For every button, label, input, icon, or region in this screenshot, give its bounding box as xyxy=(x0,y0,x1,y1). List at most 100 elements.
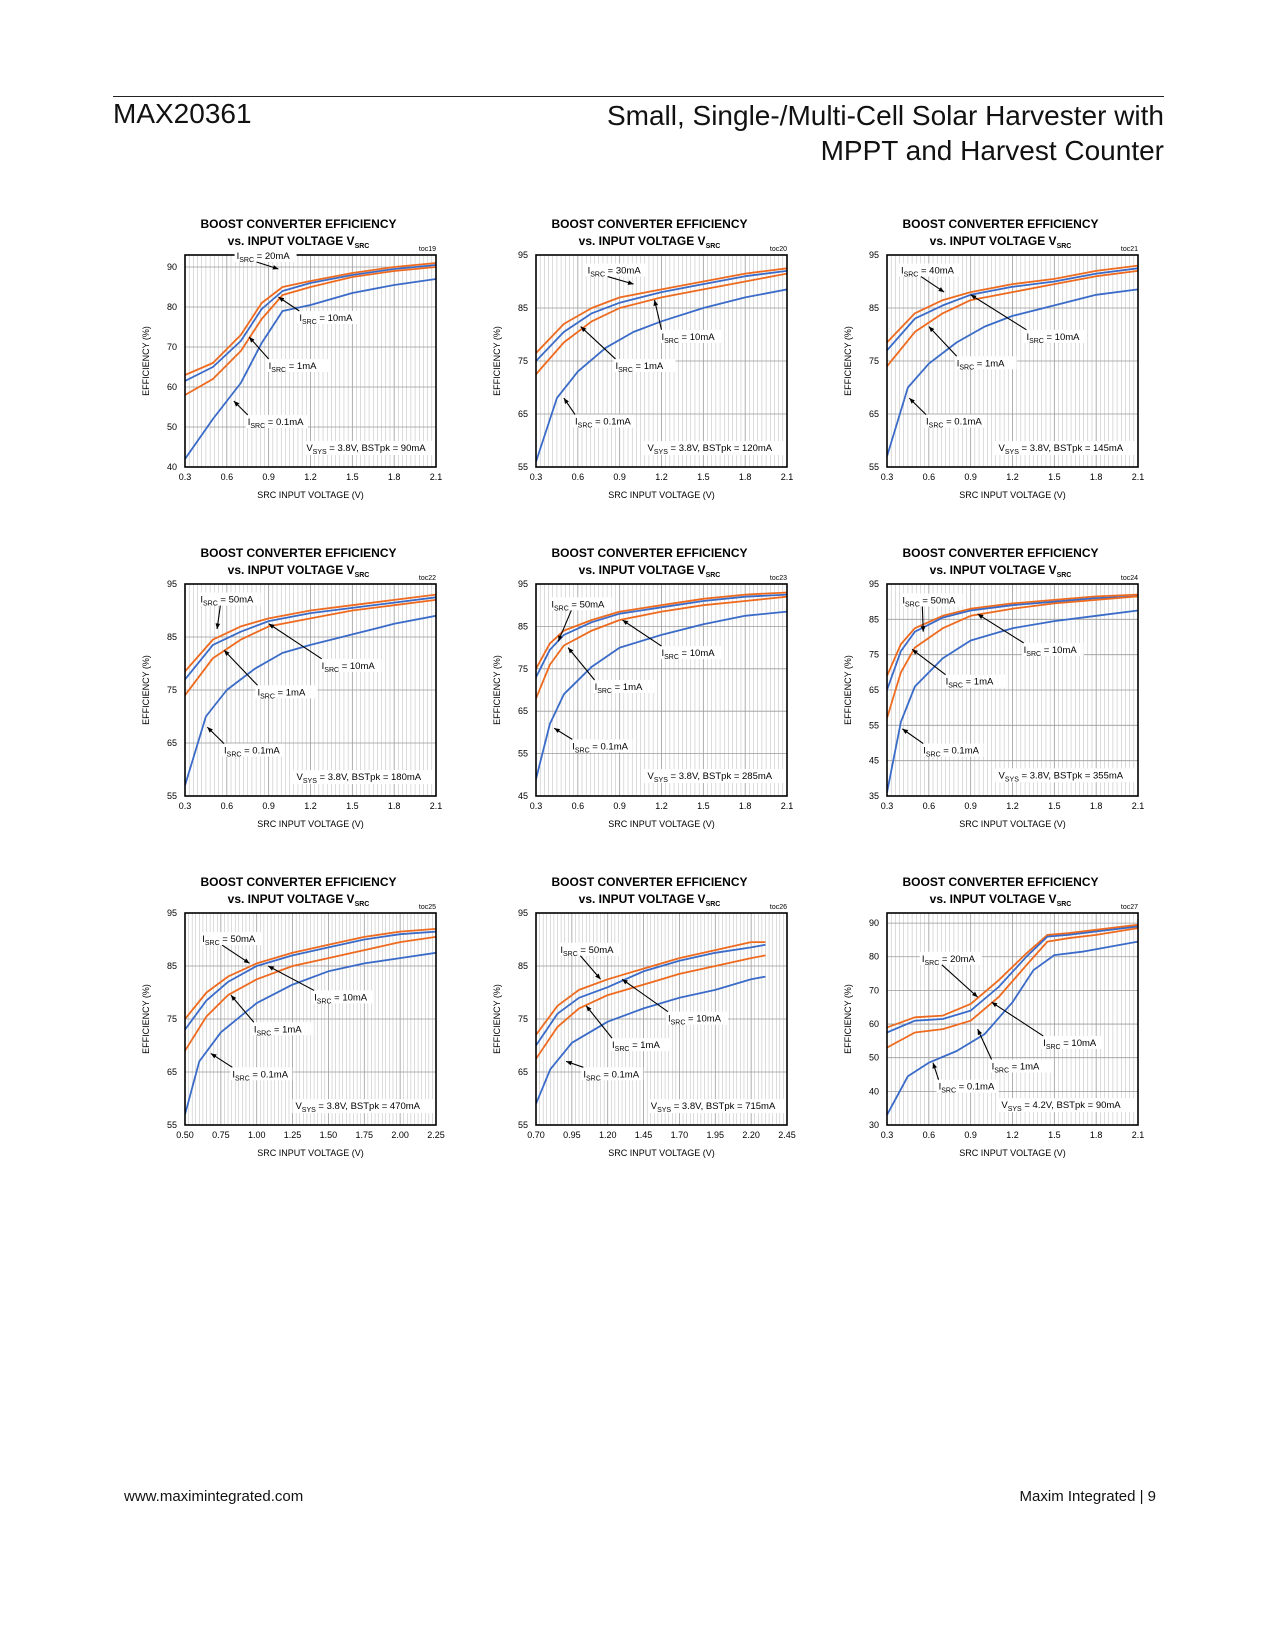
x-tick-label: 1.5 xyxy=(697,801,710,811)
y-tick-label: 95 xyxy=(518,579,528,589)
x-axis-label: SRC INPUT VOLTAGE (V) xyxy=(608,819,715,829)
x-tick-label: 0.3 xyxy=(881,472,894,482)
x-tick-label: 2.1 xyxy=(781,472,794,482)
y-tick-label: 55 xyxy=(518,1120,528,1130)
annotation-arrowhead xyxy=(580,326,587,333)
x-tick-label: 0.9 xyxy=(613,472,626,482)
x-tick-label: 0.3 xyxy=(179,472,192,482)
document-title: Small, Single-/Multi-Cell Solar Harveste… xyxy=(464,98,1164,168)
annotation-arrowhead xyxy=(230,995,237,1001)
condition-label: VSYS = 3.8V, BSTpk = 355mA xyxy=(999,770,1124,783)
x-tick-label: 2.1 xyxy=(430,472,443,482)
part-number: MAX20361 xyxy=(113,98,252,129)
y-tick-label: 65 xyxy=(167,738,177,748)
annotation-arrowhead xyxy=(568,647,574,654)
annotation-arrowhead xyxy=(272,265,279,270)
footer-url[interactable]: www.maximintegrated.com xyxy=(124,1488,304,1505)
series-annotation: ISRC = 10mA xyxy=(970,294,1087,345)
y-tick-label: 95 xyxy=(869,579,879,589)
series-line xyxy=(185,262,436,376)
x-tick-label: 1.75 xyxy=(356,1130,374,1140)
x-tick-label: 1.45 xyxy=(635,1130,653,1140)
annotation-arrow xyxy=(977,1028,993,1060)
y-tick-label: 95 xyxy=(167,579,177,589)
chart-toc21: BOOST CONVERTER EFFICIENCY vs. INPUT VOLT… xyxy=(843,217,1144,500)
annotation-arrowhead xyxy=(912,649,918,655)
x-tick-label: 0.9 xyxy=(262,472,275,482)
annotation-arrowhead xyxy=(971,991,978,998)
y-tick-label: 50 xyxy=(167,422,177,432)
chart-toc23: BOOST CONVERTER EFFICIENCY vs. INPUT VOLT… xyxy=(492,546,794,829)
chart-title-line-1: BOOST CONVERTER EFFICIENCY xyxy=(902,875,1098,889)
y-tick-label: 55 xyxy=(167,791,177,801)
chart-toc22: BOOST CONVERTER EFFICIENCY vs. INPUT VOLT… xyxy=(141,546,442,829)
y-tick-label: 75 xyxy=(869,650,879,660)
y-tick-label: 80 xyxy=(167,302,177,312)
series-annotation: ISRC = 1mA xyxy=(580,326,676,374)
chart-toc-id: toc24 xyxy=(1121,575,1138,582)
series-line xyxy=(887,927,1138,1049)
series-annotation: ISRC = 50mA xyxy=(198,592,261,630)
chart-toc-id: toc25 xyxy=(419,904,436,911)
series-line xyxy=(536,288,787,462)
condition-label: VSYS = 3.8V, BSTpk = 145mA xyxy=(999,443,1124,456)
series-annotation: ISRC = 1mA xyxy=(977,1028,1052,1074)
header-rule xyxy=(113,96,1164,97)
series-annotation: ISRC = 1mA xyxy=(928,326,1017,371)
y-tick-label: 85 xyxy=(518,961,528,971)
series-annotation: ISRC = 10mA xyxy=(977,613,1084,658)
chart-title-line-1: BOOST CONVERTER EFFICIENCY xyxy=(902,217,1098,231)
y-tick-label: 75 xyxy=(518,1014,528,1024)
annotation-arrow xyxy=(567,647,595,681)
x-tick-label: 1.5 xyxy=(346,472,359,482)
annotation-arrowhead xyxy=(554,728,561,734)
annotation-arrowhead xyxy=(595,973,601,980)
chart-toc20: BOOST CONVERTER EFFICIENCY vs. INPUT VOLT… xyxy=(492,217,794,500)
x-tick-label: 1.2 xyxy=(304,801,317,811)
x-tick-label: 0.3 xyxy=(881,801,894,811)
annotation-arrow xyxy=(585,1005,613,1039)
series-line xyxy=(887,595,1138,719)
y-tick-label: 60 xyxy=(869,1019,879,1029)
x-axis-label: SRC INPUT VOLTAGE (V) xyxy=(257,819,364,829)
condition-label: VSYS = 3.8V, BSTpk = 470mA xyxy=(295,1101,420,1114)
y-tick-label: 95 xyxy=(518,908,528,918)
x-tick-label: 2.1 xyxy=(781,801,794,811)
plot-frame xyxy=(184,912,437,1126)
y-tick-label: 75 xyxy=(167,1014,177,1024)
x-axis-label: SRC INPUT VOLTAGE (V) xyxy=(959,490,1066,500)
annotation-arrow xyxy=(267,965,315,991)
y-tick-label: 55 xyxy=(167,1120,177,1130)
series-annotation: ISRC = 10mA xyxy=(278,296,360,326)
condition-label: VSYS = 3.8V, BSTpk = 285mA xyxy=(648,771,773,784)
y-tick-label: 85 xyxy=(167,632,177,642)
x-axis-label: SRC INPUT VOLTAGE (V) xyxy=(608,490,715,500)
plot-frame xyxy=(184,254,437,468)
series-annotation: ISRC = 50mA xyxy=(200,932,263,964)
x-tick-label: 2.1 xyxy=(1132,1130,1145,1140)
x-tick-label: 0.50 xyxy=(176,1130,194,1140)
x-tick-label: 1.2 xyxy=(655,801,668,811)
condition-annotation: VSYS = 3.8V, BSTpk = 285mA xyxy=(644,769,784,784)
y-tick-label: 95 xyxy=(167,908,177,918)
plot-frame xyxy=(184,583,437,797)
x-tick-label: 1.8 xyxy=(388,801,401,811)
y-tick-label: 85 xyxy=(518,621,528,631)
y-tick-label: 65 xyxy=(167,1067,177,1077)
y-tick-label: 65 xyxy=(869,409,879,419)
series-annotation: ISRC = 50mA xyxy=(549,597,612,642)
series-annotation: ISRC = 50mA xyxy=(900,593,963,632)
x-axis-label: SRC INPUT VOLTAGE (V) xyxy=(959,1148,1066,1158)
annotation-arrowhead xyxy=(653,300,659,306)
y-tick-label: 45 xyxy=(869,756,879,766)
condition-annotation: VSYS = 3.8V, BSTpk = 120mA xyxy=(644,441,784,456)
x-tick-label: 0.9 xyxy=(964,801,977,811)
chart-toc25: BOOST CONVERTER EFFICIENCY vs. INPUT VOLT… xyxy=(141,875,445,1158)
x-tick-label: 0.6 xyxy=(221,472,234,482)
chart-toc-id: toc27 xyxy=(1121,904,1138,911)
annotation-arrow xyxy=(580,326,616,360)
chart-toc-id: toc20 xyxy=(770,246,787,253)
annotation-arrowhead xyxy=(210,1053,217,1059)
x-tick-label: 1.25 xyxy=(284,1130,302,1140)
chart-title-line-1: BOOST CONVERTER EFFICIENCY xyxy=(902,546,1098,560)
